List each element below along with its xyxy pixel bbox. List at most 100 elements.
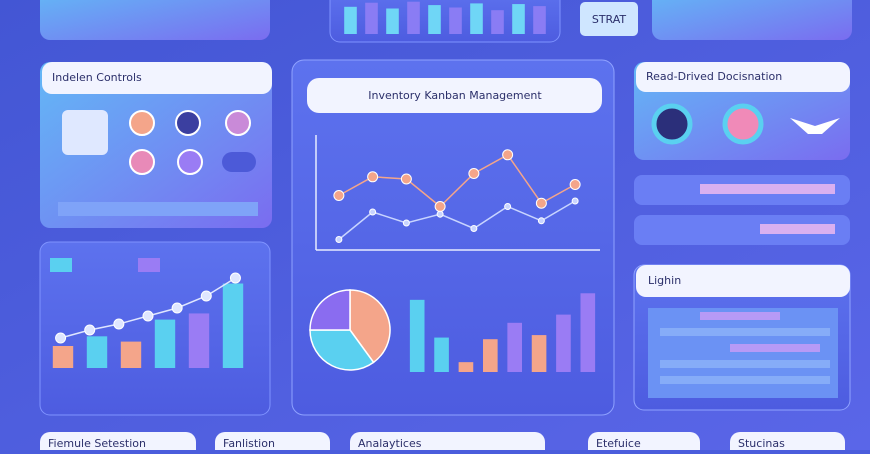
bar: [365, 2, 378, 35]
icon: [651, 103, 693, 145]
bar: [86, 336, 108, 368]
table-row: [700, 312, 780, 320]
card-title: Inventory Kanban Management: [368, 89, 542, 102]
point: [436, 210, 444, 218]
row-fill: [760, 224, 835, 234]
bar: [154, 319, 176, 368]
bar: [556, 314, 571, 372]
bar: [449, 7, 462, 35]
point: [84, 324, 96, 336]
bar: [470, 3, 483, 35]
bar: [491, 10, 504, 34]
control[interactable]: [225, 110, 251, 136]
bar: [531, 335, 547, 372]
point: [569, 179, 581, 190]
point: [468, 168, 480, 179]
point: [113, 318, 125, 330]
card: [588, 432, 700, 454]
card: [730, 432, 845, 454]
pie-slice: [349, 289, 391, 364]
row-fill: [700, 184, 835, 194]
bar: [434, 337, 449, 372]
bar: [458, 362, 474, 372]
point: [142, 310, 154, 322]
control[interactable]: [175, 110, 201, 136]
card-header: [636, 62, 850, 92]
table: [648, 308, 838, 398]
bar: [344, 6, 357, 35]
point: [537, 217, 545, 225]
bar: [428, 5, 441, 34]
card-title: Etefuice: [596, 437, 641, 450]
card-header: [307, 78, 602, 113]
point: [55, 332, 67, 344]
point: [367, 171, 379, 183]
point: [400, 173, 412, 185]
toggle[interactable]: [222, 152, 256, 172]
legend-swatch: [138, 258, 160, 272]
icon: [722, 103, 764, 145]
point: [434, 201, 446, 212]
card: [652, 0, 852, 40]
card-header: [636, 265, 850, 297]
bar: [409, 299, 425, 372]
line: [338, 200, 576, 241]
card-title: Fanlistion: [223, 437, 275, 450]
card-title: Stucinas: [738, 437, 785, 450]
table-row: [660, 376, 830, 384]
point: [402, 219, 410, 227]
card-title: Indelen Controls: [52, 71, 142, 84]
card: [40, 432, 196, 454]
table-row: [660, 360, 830, 368]
bar: [507, 322, 522, 372]
control[interactable]: [129, 149, 155, 175]
icon: [790, 118, 840, 134]
icon: [62, 110, 108, 155]
bar: [512, 4, 525, 34]
bar: [407, 1, 420, 34]
bar: [483, 339, 498, 372]
legend-swatch: [50, 258, 72, 272]
bar: [120, 341, 142, 368]
row: [634, 215, 850, 245]
point: [229, 272, 241, 284]
progress: [58, 202, 258, 216]
button-label: STRAT: [592, 13, 627, 26]
point: [335, 236, 343, 243]
button[interactable]: [580, 2, 638, 36]
point: [535, 197, 547, 209]
card: [329, 0, 561, 43]
line: [338, 153, 576, 208]
card: [40, 62, 272, 228]
bar: [533, 6, 546, 35]
card: [215, 432, 330, 454]
table-row: [730, 344, 820, 352]
card-header: [42, 62, 272, 94]
bar: [188, 313, 210, 368]
card: [350, 432, 545, 454]
table-row: [660, 328, 830, 336]
card-title: Fiemule Setestion: [48, 437, 146, 450]
control[interactable]: [177, 149, 203, 175]
bar: [222, 283, 244, 368]
card: [40, 0, 270, 40]
pie-slice: [309, 329, 375, 371]
pie-slice: [309, 289, 351, 331]
control[interactable]: [129, 110, 155, 136]
bar: [52, 346, 74, 368]
point: [571, 197, 579, 205]
card-title: Analaytices: [358, 437, 422, 450]
point: [171, 302, 183, 314]
point: [504, 203, 512, 210]
bar: [386, 8, 399, 34]
card-title: Lighin: [648, 274, 681, 287]
point: [333, 190, 345, 201]
point: [369, 208, 377, 216]
point: [502, 149, 514, 161]
bar: [580, 293, 596, 372]
point: [200, 290, 212, 302]
point: [470, 225, 478, 232]
card-title: Read-Drived Docisnation: [646, 70, 782, 83]
